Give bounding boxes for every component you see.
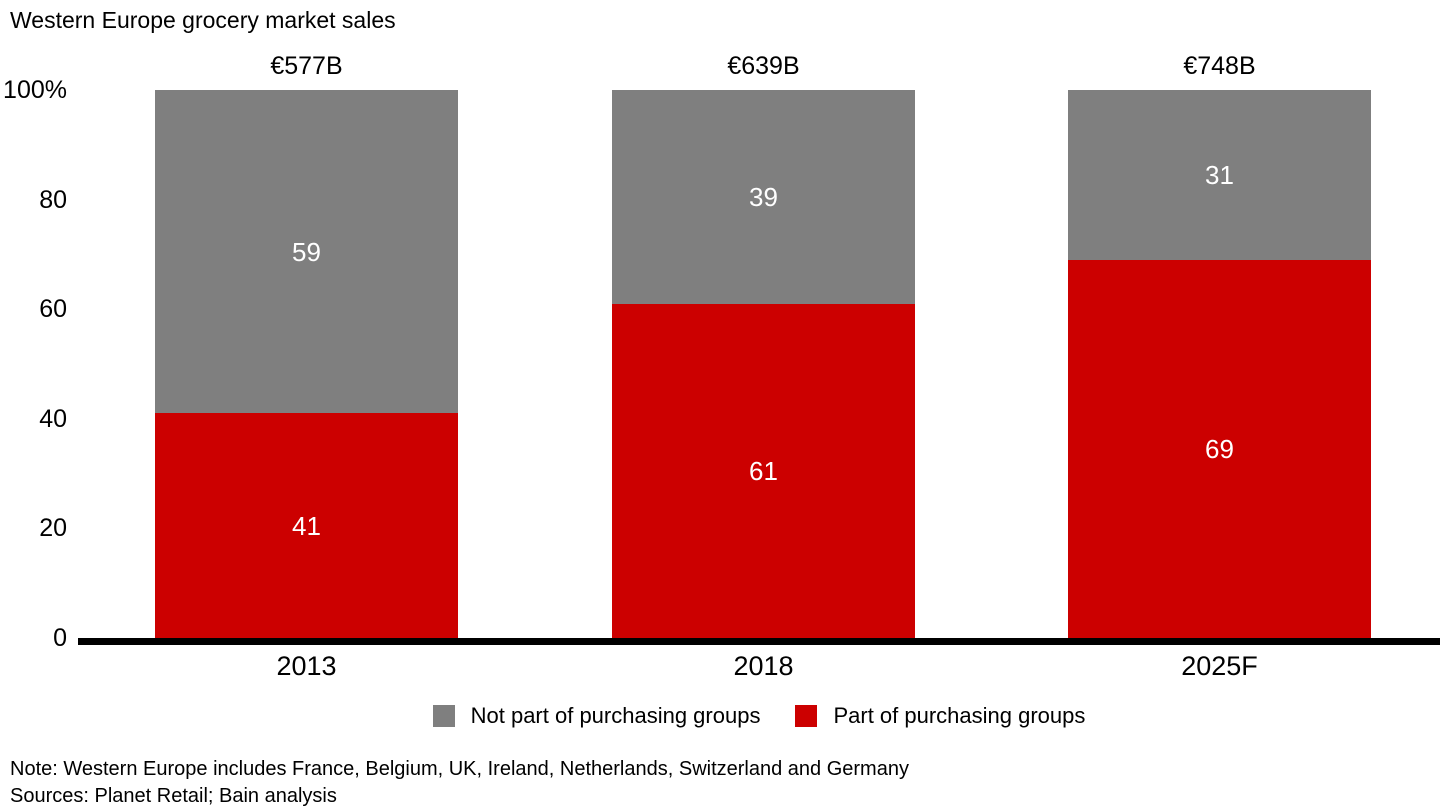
x-category-label: 2018	[733, 651, 794, 681]
bar-segment: 39	[612, 90, 915, 304]
bar-segment: 69	[1068, 259, 1371, 638]
bar-segment: 61	[612, 303, 915, 638]
legend-swatch-icon	[432, 705, 455, 727]
legend: Not part of purchasing groups Part of pur…	[78, 703, 1440, 729]
bar-segment: 31	[1068, 90, 1371, 260]
chart-title: Western Europe grocery market sales	[10, 7, 396, 33]
legend-label: Not part of purchasing groups	[470, 703, 761, 728]
bar-segment: 59	[155, 90, 458, 414]
y-tick-label: 100%	[3, 76, 67, 104]
legend-swatch-icon	[795, 705, 818, 727]
bar-total-label: €577B	[270, 52, 343, 80]
bar-segment: 41	[155, 413, 458, 638]
y-tick-label: 40	[39, 404, 67, 433]
y-tick-label: 0	[53, 624, 67, 652]
legend-item: Part of purchasing groups	[795, 703, 1085, 729]
bar-value-label: 31	[1205, 159, 1234, 190]
x-category-label: 2025F	[1181, 651, 1258, 681]
y-tick-label: 60	[39, 295, 67, 324]
bar-value-label: 41	[292, 510, 321, 541]
x-category-label: 2013	[276, 651, 337, 681]
y-tick-label: 80	[39, 185, 67, 214]
legend-label: Part of purchasing groups	[833, 703, 1086, 728]
x-axis-line	[78, 638, 1440, 645]
bar-total-label: €748B	[1183, 52, 1256, 80]
bar-value-label: 69	[1205, 433, 1234, 464]
bar-value-label: 61	[749, 455, 778, 486]
bar-value-label: 39	[749, 181, 778, 212]
bar-total-label: €639B	[727, 52, 800, 80]
legend-item: Not part of purchasing groups	[432, 703, 761, 729]
note-line: Note: Western Europe includes France, Be…	[10, 758, 909, 780]
bar-value-label: 59	[292, 236, 321, 267]
footnotes: Note: Western Europe includes France, Be…	[10, 756, 909, 810]
sources-line: Sources: Planet Retail; Bain analysis	[10, 785, 337, 807]
y-tick-label: 20	[39, 514, 67, 543]
